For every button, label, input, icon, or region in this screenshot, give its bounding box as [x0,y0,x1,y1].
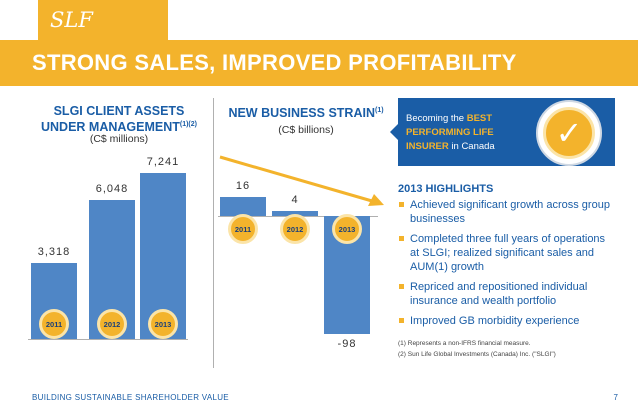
year-badge: 2012 [280,214,310,244]
page-title: STRONG SALES, IMPROVED PROFITABILITY [0,40,638,86]
list-item: Completed three full years of operations… [398,232,613,274]
callout-text: Becoming the BEST PERFORMING LIFE INSURE… [406,113,495,152]
highlights-list: Achieved significant growth across group… [398,198,613,334]
chart1-subtitle: (C$ millions) [89,133,149,145]
year-badge: 2011 [39,309,69,339]
data-label: 7,241 [146,156,180,168]
chart2-subtitle: (C$ billions) [278,124,334,136]
data-label: 16 [235,179,251,192]
bar [220,196,266,216]
data-label: -98 [337,337,357,350]
list-item: Improved GB morbidity experience [398,314,613,328]
year-badge: 2013 [332,214,362,244]
footnote-1: (1) Represents a non-IFRS financial meas… [398,340,531,347]
page-number: 7 [613,393,618,402]
list-item: Achieved significant growth across group… [398,198,613,226]
callout-pointer [390,124,398,140]
list-item: Repriced and repositioned individual ins… [398,280,613,308]
data-label: 6,048 [95,183,129,196]
year-badge: 2013 [148,309,178,339]
highlights-title: 2013 HIGHLIGHTS [398,183,494,195]
data-label: 3,318 [37,245,71,258]
chart1-title: SLGI CLIENT ASSETS UNDER MANAGEMENT(1)(2… [40,104,197,135]
chart1-baseline [28,339,188,340]
chart-divider [213,98,214,368]
data-label: 4 [291,194,299,207]
footer-text: BUILDING SUSTAINABLE SHAREHOLDER VALUE [32,393,229,402]
footnote-2: (2) Sun Life Global Investments (Canada)… [398,351,556,358]
year-badge: 2011 [228,214,258,244]
checkmark-icon: ✓ [543,107,595,159]
year-badge: 2012 [97,309,127,339]
chart2-title: NEW BUSINESS STRAIN(1) [228,106,384,121]
bar [272,211,318,216]
checkmark-badge: ✓ [536,100,602,166]
